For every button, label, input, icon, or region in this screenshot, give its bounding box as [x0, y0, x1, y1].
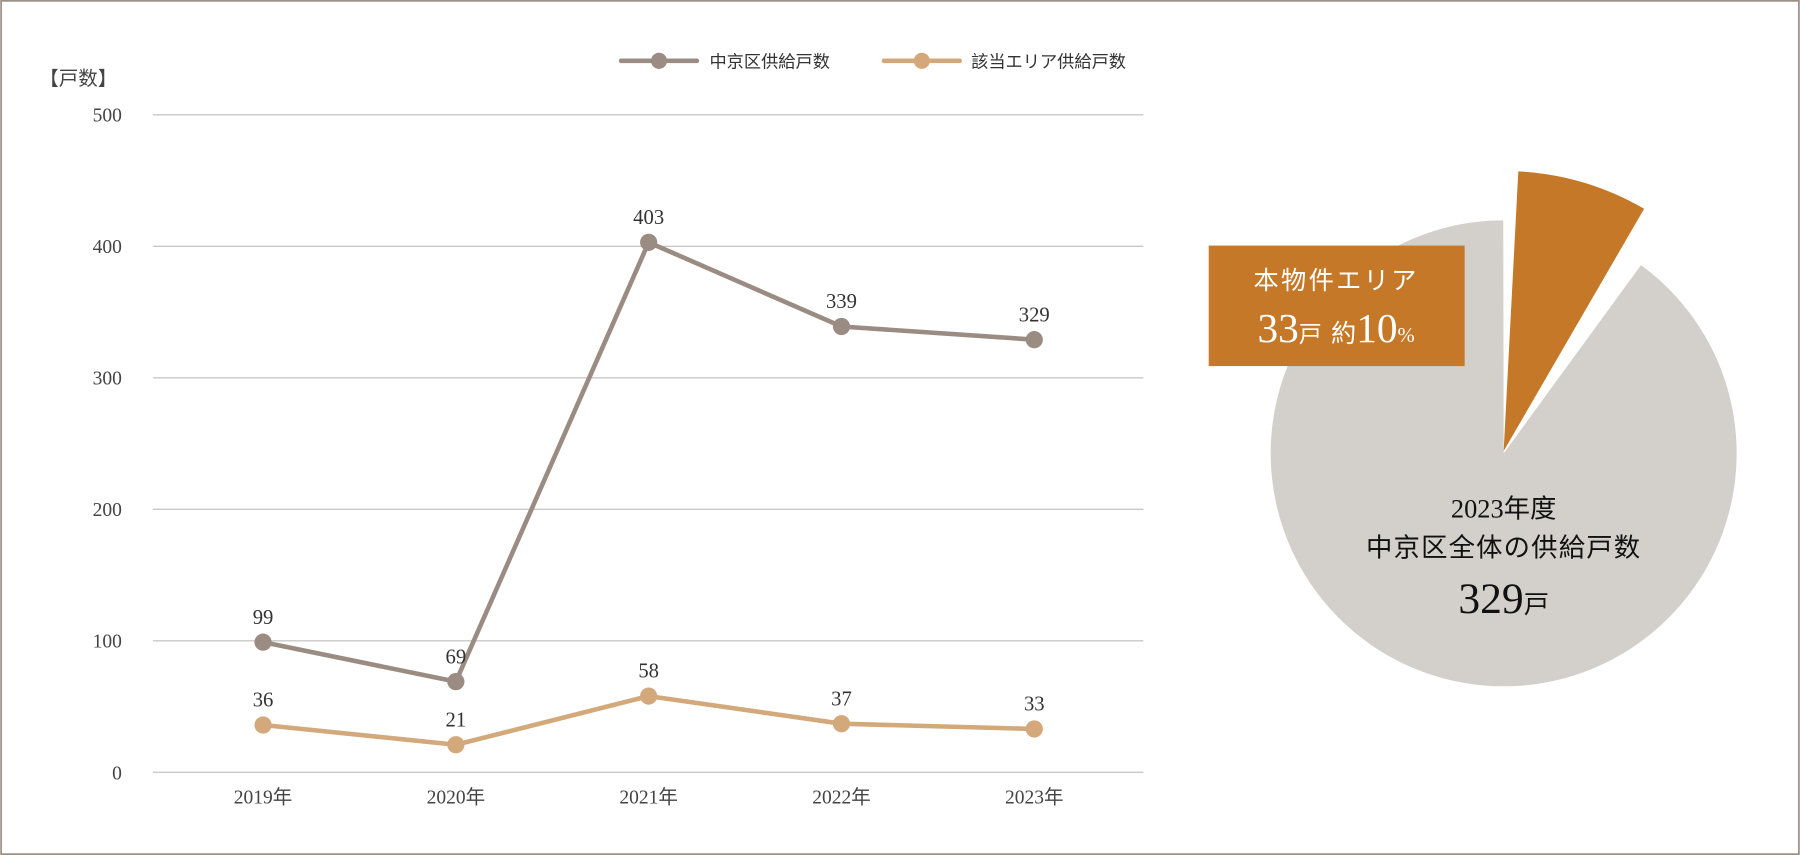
legend-label-district: 中京区供給戸数 [709, 53, 829, 72]
pie-center-line1: 2023年度 [1451, 494, 1557, 524]
highlight-percent-unit: % [1397, 325, 1414, 347]
data-label: 33 [1024, 694, 1045, 716]
y-tick-label: 300 [93, 369, 122, 390]
y-tick-label: 500 [93, 106, 122, 127]
highlight-count-unit: 戸 [1299, 322, 1322, 347]
y-tick-label: 0 [112, 763, 122, 784]
x-tick-label: 2020年 [427, 786, 486, 808]
y-tick-label: 400 [93, 237, 122, 258]
pie-center-line2: 中京区全体の供給戸数 [1366, 533, 1641, 563]
data-label: 36 [253, 690, 274, 712]
data-label: 99 [253, 607, 274, 629]
legend: 中京区供給戸数 該当エリア供給戸数 [618, 53, 1126, 72]
highlight-count: 33 [1258, 305, 1299, 351]
legend-item-district[interactable]: 中京区供給戸数 [618, 53, 830, 72]
data-point[interactable] [254, 633, 272, 651]
highlight-approx: 約 [1331, 320, 1356, 348]
highlight-label-title: 本物件エリア [1254, 267, 1419, 295]
data-label: 58 [638, 661, 659, 683]
highlight-label-value: 33戸 約10% [1258, 305, 1415, 351]
data-point[interactable] [832, 317, 851, 336]
legend-label-area: 該当エリア供給戸数 [971, 53, 1126, 72]
data-label: 403 [633, 207, 664, 229]
data-label: 37 [831, 688, 852, 710]
data-point[interactable] [447, 673, 465, 691]
y-tick-label: 200 [93, 500, 122, 521]
data-label: 69 [446, 646, 467, 668]
data-point[interactable] [254, 716, 272, 734]
x-axis-ticks: 2019年 2020年 2021年 2022年 2023年 [234, 786, 1064, 808]
series-layer: 99 69 403 339 329 36 21 58 37 33 [253, 207, 1050, 754]
data-point[interactable] [640, 687, 658, 705]
data-label: 21 [446, 709, 467, 731]
x-tick-label: 2019年 [234, 786, 293, 808]
x-tick-label: 2023年 [1005, 786, 1064, 808]
data-label: 329 [1019, 304, 1050, 326]
pie-slice-property-area [1503, 171, 1645, 452]
legend-item-area[interactable]: 該当エリア供給戸数 [881, 53, 1126, 72]
pie-total-unit: 戸 [1524, 592, 1549, 619]
y-tick-label: 100 [93, 632, 122, 653]
highlight-label-box [1208, 245, 1465, 367]
pie-center-total: 329戸 [1458, 575, 1549, 623]
x-tick-label: 2021年 [619, 786, 678, 808]
pie-total-count: 329 [1458, 575, 1523, 623]
pie-chart: 本物件エリア 33戸 約10% 2023年度 中京区全体の供給戸数 329戸 [1208, 171, 1737, 687]
data-label: 339 [826, 291, 857, 313]
data-point[interactable] [832, 715, 851, 733]
y-axis-ticks: 0 100 200 300 400 500 [93, 106, 122, 785]
x-tick-label: 2022年 [812, 786, 871, 808]
data-point[interactable] [640, 233, 658, 251]
data-point[interactable] [447, 736, 465, 754]
data-point[interactable] [1025, 331, 1043, 349]
data-point[interactable] [1025, 720, 1043, 738]
y-axis-label: 【戸数】 [39, 68, 117, 90]
highlight-percent: 10 [1356, 305, 1397, 351]
